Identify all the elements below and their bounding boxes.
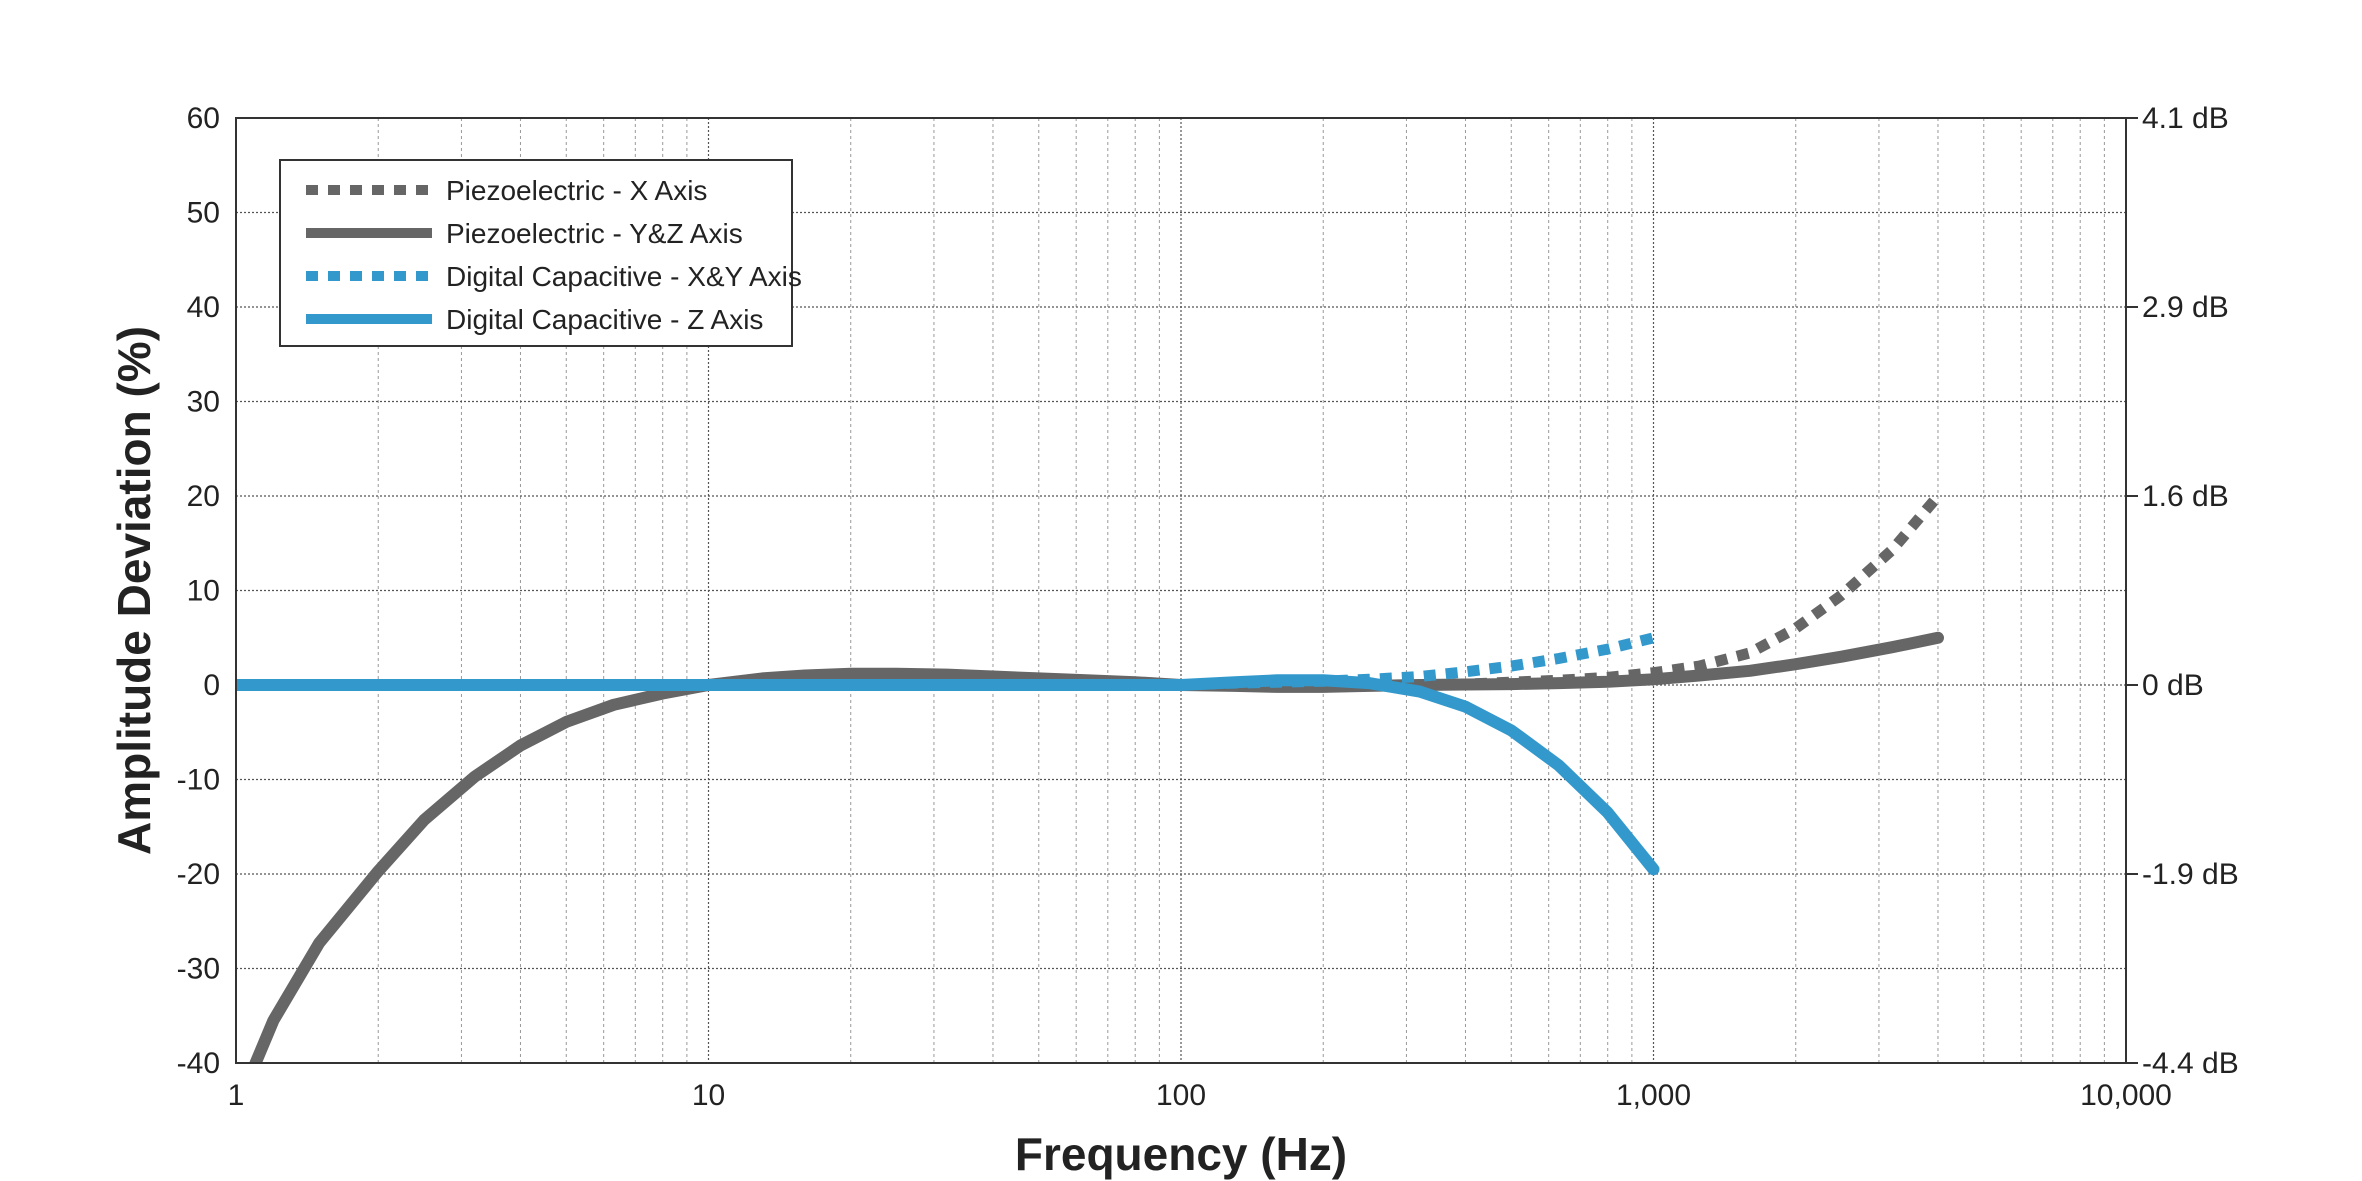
y-tick-label: -30 <box>177 953 220 986</box>
x-axis-title: Frequency (Hz) <box>1015 1128 1347 1180</box>
right-axis-labels: 4.1 dB 2.9 dB 1.6 dB 0 dB -1.9 dB -4.4 dB <box>2126 102 2239 1080</box>
plot-frame <box>235 117 2127 1064</box>
y-tick-label: 30 <box>187 386 220 419</box>
x-tick-label: 10 <box>692 1079 725 1112</box>
y-tick-label: 0 <box>203 669 220 702</box>
series-layer <box>236 492 1944 1063</box>
y-tick-label: -40 <box>177 1047 220 1080</box>
x-tick-labels: 1 10 100 1,000 10,000 <box>228 1079 2172 1112</box>
legend-label: Piezoelectric - Y&Z Axis <box>446 218 743 249</box>
right-axis-label: -1.9 dB <box>2142 858 2239 891</box>
y-tick-label: 20 <box>187 480 220 513</box>
minor-grid <box>377 118 2105 1063</box>
series-line-piezoelectric-y-z-axis <box>249 631 1944 1063</box>
right-axis-label: 2.9 dB <box>2142 291 2229 324</box>
x-tick-label: 1,000 <box>1616 1079 1691 1112</box>
y-tick-labels: -40 -30 -20 -10 0 10 20 30 40 50 60 <box>177 102 220 1080</box>
right-axis-label: 4.1 dB <box>2142 102 2229 135</box>
x-tick-label: 10,000 <box>2080 1079 2172 1112</box>
y-axis-title: Amplitude Deviation (%) <box>108 326 160 855</box>
right-axis-label: 1.6 dB <box>2142 480 2229 513</box>
right-axis-label: -4.4 dB <box>2142 1047 2239 1080</box>
legend-label: Digital Capacitive - X&Y Axis <box>446 261 802 292</box>
right-axis-label: 0 dB <box>2142 669 2204 702</box>
y-tick-label: 40 <box>187 291 220 324</box>
x-tick-label: 100 <box>1156 1079 1206 1112</box>
legend: Piezoelectric - X Axis Piezoelectric - Y&… <box>279 159 802 347</box>
y-tick-label: 10 <box>187 575 220 608</box>
legend-label: Digital Capacitive - Z Axis <box>446 304 763 335</box>
series-line-digital-capacitive-z-axis <box>236 674 1660 876</box>
y-tick-label: 60 <box>187 102 220 135</box>
y-tick-label: -10 <box>177 764 220 797</box>
series-line-digital-capacitive-x-y-axis <box>236 632 1655 691</box>
y-tick-label: 50 <box>187 197 220 230</box>
x-tick-label: 1 <box>228 1079 245 1112</box>
y-tick-label: -20 <box>177 858 220 891</box>
legend-label: Piezoelectric - X Axis <box>446 175 707 206</box>
